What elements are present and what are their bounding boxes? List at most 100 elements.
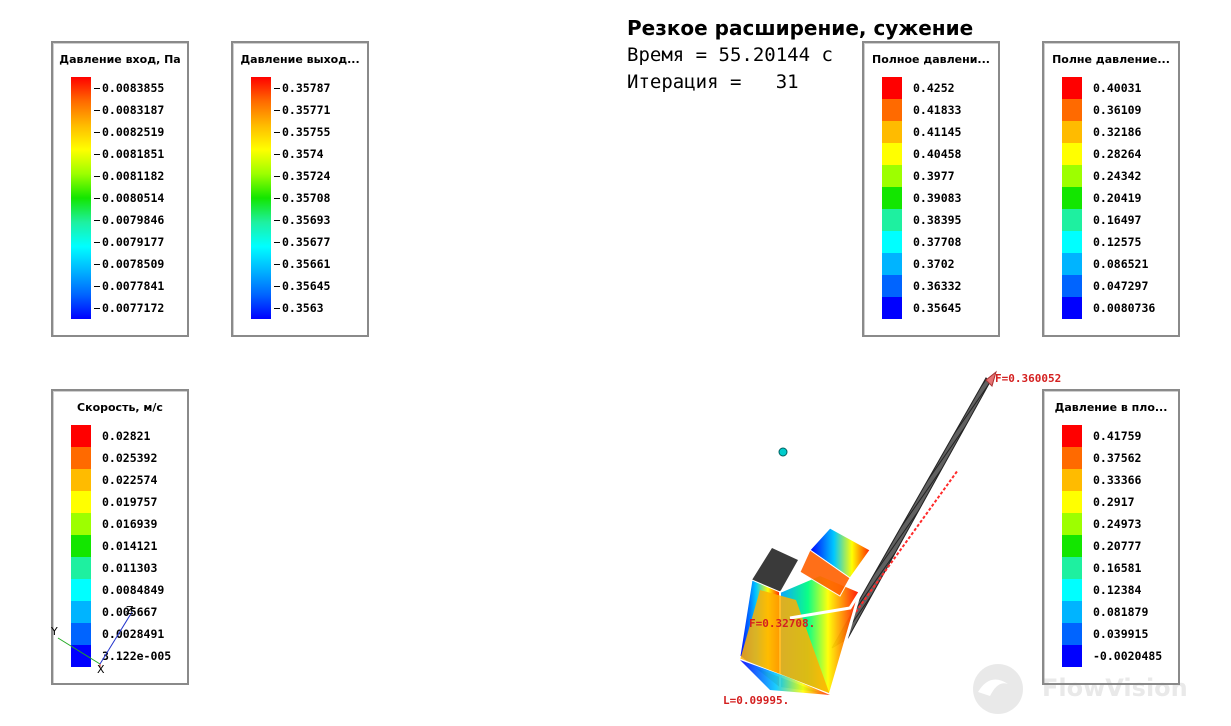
legend-tick — [94, 132, 100, 133]
legend-swatch — [1062, 187, 1082, 209]
legend-swatch — [1062, 297, 1082, 319]
legend-title: Давление выход... — [240, 53, 360, 66]
legend-color-bar — [882, 77, 902, 319]
legend-tick — [94, 264, 100, 265]
legend-tick — [94, 220, 100, 221]
legend-swatch — [1062, 469, 1082, 491]
legend-label: 0.35755 — [282, 125, 331, 139]
legend-label: 0.005667 — [102, 605, 158, 619]
legend-label: 0.0028491 — [102, 627, 165, 641]
bottom-gradient — [740, 660, 830, 695]
legend-tick — [274, 88, 280, 89]
legend-swatch — [71, 601, 91, 623]
legend-inlet-pressure[interactable]: Давление вход, Па 0.0083855 0.0083187 0.00… — [51, 41, 189, 337]
legend-tick — [94, 242, 100, 243]
legend-swatch — [1062, 231, 1082, 253]
watermark-text: FlowVision — [1042, 674, 1188, 702]
legend-tick — [274, 132, 280, 133]
scene-3d[interactable] — [700, 360, 1020, 720]
legend-label: 0.0079177 — [102, 235, 165, 249]
legend-title: Скорость, м/с — [77, 401, 163, 414]
legend-swatch — [71, 623, 91, 645]
legend-label: 0.16581 — [1093, 561, 1142, 575]
legend-label: 0.24342 — [1093, 169, 1142, 183]
legend-label: 0.3563 — [282, 301, 324, 315]
legend-labels: 0.40031 0.36109 0.32186 0.28264 0.24342 0.204… — [1093, 77, 1179, 319]
legend-swatch — [882, 121, 902, 143]
legend-label: 0.35787 — [282, 81, 331, 95]
legend-tick — [274, 264, 280, 265]
legend-total-pressure-2[interactable]: Полне давление... 0.40031 0.36109 0.32186 0… — [1042, 41, 1180, 337]
force-arrow-head — [985, 370, 997, 387]
legend-swatch — [882, 165, 902, 187]
legend-label: -0.0020485 — [1093, 649, 1163, 663]
legend-swatch — [882, 209, 902, 231]
legend-swatch — [71, 535, 91, 557]
legend-label: 3.122e-005 — [102, 649, 172, 663]
simulation-title: Резкое расширение, сужение — [627, 16, 974, 40]
legend-label: 0.0083187 — [102, 103, 165, 117]
legend-tick — [274, 110, 280, 111]
legend-title: Полне давление... — [1052, 53, 1170, 66]
z-axis-label: Z — [126, 604, 134, 617]
legend-label: 0.0083855 — [102, 81, 165, 95]
legend-labels: 0.41759 0.37562 0.33366 0.2917 0.24973 0.2077… — [1093, 425, 1179, 667]
legend-swatch — [882, 143, 902, 165]
legend-tick — [274, 198, 280, 199]
legend-label: 0.12575 — [1093, 235, 1142, 249]
y-axis-label: Y — [51, 625, 58, 638]
legend-label: 0.39083 — [913, 191, 962, 205]
legend-label: 0.2917 — [1093, 495, 1135, 509]
legend-label: 0.37708 — [913, 235, 962, 249]
legend-label: 0.35771 — [282, 103, 331, 117]
legend-swatch — [1062, 579, 1082, 601]
legend-swatch — [1062, 99, 1082, 121]
legend-swatch — [71, 425, 91, 447]
legend-total-pressure-1[interactable]: Полное давлени... 0.4252 0.41833 0.41145 0.… — [862, 41, 1000, 337]
legend-label: 0.35724 — [282, 169, 331, 183]
flowvision-logo-icon — [973, 664, 1023, 714]
legend-swatch — [882, 231, 902, 253]
legend-plane-pressure[interactable]: Давление в пло... 0.41759 0.37562 0.33366 0… — [1042, 389, 1180, 685]
legend-tick — [274, 220, 280, 221]
legend-label: 0.3574 — [282, 147, 324, 161]
legend-color-bar — [251, 77, 271, 319]
legend-swatch — [71, 469, 91, 491]
legend-label: 0.20419 — [1093, 191, 1142, 205]
legend-swatch — [882, 77, 902, 99]
legend-swatch — [882, 275, 902, 297]
legend-label: 0.41833 — [913, 103, 962, 117]
legend-color-bar — [71, 425, 91, 667]
force-label-top: F=0.360052 — [995, 372, 1062, 385]
simulation-header: Резкое расширение, сужение Время = 55.20… — [627, 14, 973, 96]
probe-point — [778, 447, 788, 457]
legend-label: 0.3977 — [913, 169, 955, 183]
legend-label: 0.0080514 — [102, 191, 165, 205]
legend-swatch — [1062, 253, 1082, 275]
legend-label: 0.011303 — [102, 561, 158, 575]
legend-swatch — [1062, 425, 1082, 447]
legend-tick — [274, 286, 280, 287]
legend-label: 0.0077172 — [102, 301, 165, 315]
legend-color-bar — [1062, 77, 1082, 319]
legend-outlet-pressure[interactable]: Давление выход... 0.35787 0.35771 0.35755 0… — [231, 41, 369, 337]
legend-label: 0.0081182 — [102, 169, 165, 183]
legend-label: 0.0081851 — [102, 147, 165, 161]
legend-label: 0.3702 — [913, 257, 955, 271]
axis-triad — [57, 611, 133, 668]
legend-label: 0.0078509 — [102, 257, 165, 271]
legend-swatch — [71, 513, 91, 535]
legend-label: 0.41145 — [913, 125, 962, 139]
legend-label: 0.35693 — [282, 213, 331, 227]
legend-swatch — [1062, 209, 1082, 231]
outlet-streamline — [849, 469, 959, 621]
legend-title: Полное давлени... — [872, 53, 990, 66]
legend-label: 0.014121 — [102, 539, 158, 553]
legend-label: 0.4252 — [913, 81, 955, 95]
legend-swatch — [1062, 513, 1082, 535]
legend-swatch — [1062, 535, 1082, 557]
legend-labels: 0.35787 0.35771 0.35755 0.3574 0.35724 0.3570… — [274, 77, 368, 319]
legend-swatch — [1062, 601, 1082, 623]
legend-swatch — [71, 491, 91, 513]
legend-velocity[interactable]: Скорость, м/с 0.02821 0.025392 0.022574 0.0… — [51, 389, 189, 685]
